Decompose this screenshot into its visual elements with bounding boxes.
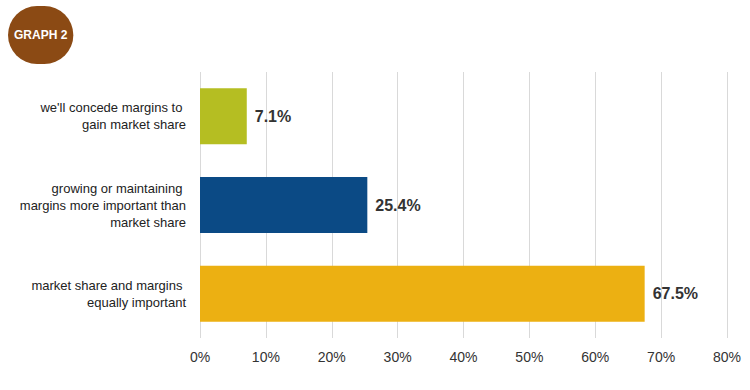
svg-text:70%: 70% [647,349,675,365]
svg-text:30%: 30% [384,349,412,365]
svg-text:67.5%: 67.5% [653,285,698,302]
svg-text:market share: market share [107,215,186,230]
svg-text:20%: 20% [318,349,346,365]
svg-text:GRAPH 2: GRAPH 2 [14,28,68,42]
svg-text:we'll concede margins to: we'll concede margins to [39,100,186,115]
svg-text:growing or maintaining: growing or maintaining [52,181,186,196]
svg-text:25.4%: 25.4% [375,197,420,214]
svg-text:0%: 0% [190,349,210,365]
svg-text:margins more important than: margins more important than [20,198,186,213]
svg-text:60%: 60% [581,349,609,365]
svg-text:40%: 40% [449,349,477,365]
svg-text:10%: 10% [252,349,280,365]
svg-text:equally important: equally important [87,295,186,310]
svg-text:7.1%: 7.1% [255,108,291,125]
svg-text:gain market share: gain market share [82,117,186,132]
svg-text:80%: 80% [713,349,741,365]
svg-text:50%: 50% [515,349,543,365]
svg-text:market share and margins: market share and margins [31,278,186,293]
